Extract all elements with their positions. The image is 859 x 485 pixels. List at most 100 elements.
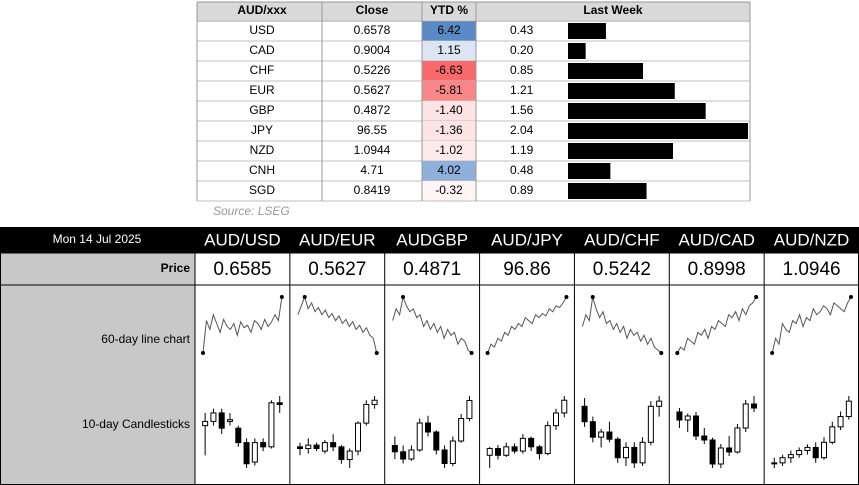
last-week: 0.48 [510, 163, 534, 177]
header-bar [0, 227, 859, 253]
row-label: 60-day line chart [101, 332, 190, 346]
pair-name: AUD/USD [204, 230, 281, 249]
ytd-cell [422, 121, 476, 141]
price: 1.0946 [783, 259, 841, 280]
candle-body [676, 411, 683, 421]
column-header: AUD/xxx [237, 3, 287, 17]
candle-body [829, 426, 836, 443]
candle-body [561, 399, 568, 414]
ytd-cell [422, 21, 476, 41]
candle-body [812, 446, 819, 459]
pair-name: AUD/CHF [584, 230, 660, 249]
ytd-cell [422, 61, 476, 81]
candle-body [400, 451, 407, 460]
close: 0.8419 [354, 183, 391, 197]
candle-body [313, 444, 320, 450]
candle-body [796, 450, 803, 456]
candle-body [581, 405, 588, 423]
currency: CHF [250, 63, 275, 77]
candle-body [321, 442, 328, 452]
candle-body [330, 442, 337, 448]
extreme-dot [201, 351, 205, 355]
ytd-cell [422, 41, 476, 61]
candle-body [544, 425, 551, 455]
candle-body [251, 442, 258, 463]
candle-body [639, 441, 646, 464]
date: Mon 14 Jul 2025 [53, 232, 142, 246]
bar [568, 163, 611, 179]
ytd: -1.36 [435, 123, 463, 137]
close: 96.55 [357, 123, 387, 137]
last-week: 0.89 [510, 183, 534, 197]
bar [568, 183, 647, 199]
extreme-dot [770, 351, 775, 355]
extreme-dot [401, 295, 405, 299]
candle-body [441, 449, 448, 464]
last-week: 0.85 [510, 63, 534, 77]
last-week: 0.20 [510, 43, 534, 57]
ytd: -6.63 [435, 63, 463, 77]
candle-body [751, 403, 757, 409]
candle-body [845, 400, 852, 418]
extreme-dot [485, 351, 490, 355]
candle-body [495, 448, 501, 456]
candle-body [742, 403, 749, 429]
candle-body [837, 416, 844, 428]
candle-body [804, 446, 811, 452]
candle-body [210, 412, 217, 422]
candle-body [433, 431, 440, 451]
candle-body [391, 445, 398, 453]
candle-body [771, 462, 778, 465]
price: 0.5627 [308, 259, 366, 280]
label-column [0, 253, 195, 485]
candle-body [614, 438, 621, 459]
candle-body [268, 402, 275, 448]
candle-body [623, 446, 629, 459]
ytd: 4.02 [437, 163, 461, 177]
price: 0.5242 [593, 259, 651, 280]
ytd: -1.02 [435, 143, 463, 157]
candle-body [355, 422, 361, 452]
candle-body [297, 446, 303, 450]
sparkline [392, 295, 472, 354]
bar [568, 123, 748, 139]
extreme-dot [849, 295, 853, 299]
candle-body [260, 442, 267, 448]
ytd-cell [422, 161, 476, 181]
candle-body [536, 446, 543, 455]
candle-body [684, 415, 691, 421]
candle-body [779, 457, 786, 464]
extreme-dot [374, 351, 379, 355]
ytd: -5.81 [435, 83, 463, 97]
sparkline [771, 296, 852, 354]
candle-body [821, 441, 827, 459]
candle-body [598, 431, 605, 438]
candle-body [519, 437, 526, 452]
candle-body [589, 421, 596, 438]
candle-body [787, 454, 794, 459]
ytd-cell [422, 141, 476, 161]
price: 0.4871 [403, 259, 461, 280]
candle-body [726, 447, 733, 453]
pair-name: AUDGBP [396, 230, 468, 249]
candle-body [656, 400, 663, 407]
row-label: Price [161, 261, 191, 275]
close: 1.0944 [354, 143, 391, 157]
candle-body [227, 419, 233, 422]
candle-body [371, 399, 378, 405]
price: 0.6585 [213, 259, 271, 280]
extreme-dot [469, 351, 474, 355]
currency: JPY [251, 123, 273, 137]
sparkline [581, 296, 662, 354]
candle-body [717, 447, 724, 465]
last-week: 1.19 [510, 143, 534, 157]
ytd: -1.40 [435, 103, 463, 117]
candle-body [243, 442, 250, 465]
currency: SGD [249, 183, 275, 197]
last-week: 2.04 [510, 123, 534, 137]
row-label: 10-day Candlesticks [82, 417, 190, 431]
currency: USD [249, 23, 275, 37]
candle-body [276, 402, 283, 405]
pair-name: AUD/JPY [491, 230, 563, 249]
